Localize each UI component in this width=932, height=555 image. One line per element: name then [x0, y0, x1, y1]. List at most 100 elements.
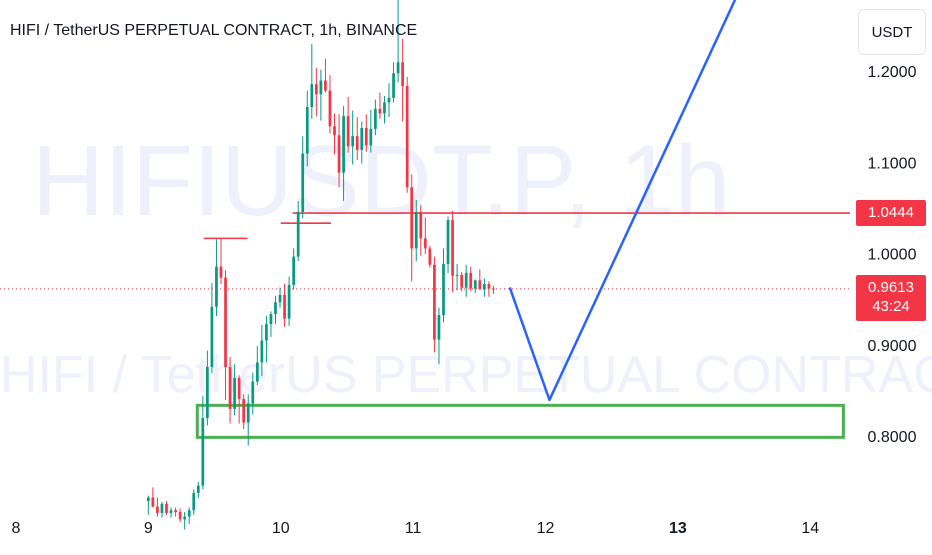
candle-body — [246, 403, 250, 423]
candle-body — [319, 80, 323, 95]
candle-body — [224, 277, 227, 368]
candle-body — [414, 211, 418, 249]
candle-body — [201, 418, 205, 486]
projection-arrow — [508, 0, 737, 402]
candle-body — [392, 73, 395, 98]
candle-body — [228, 367, 232, 409]
candle-body — [437, 315, 441, 340]
candle-body — [255, 362, 259, 382]
candle-body — [178, 512, 182, 520]
candle-body — [296, 211, 300, 257]
candle-body — [274, 302, 277, 315]
candle-body — [410, 187, 414, 249]
candle-body — [169, 510, 173, 513]
demand-zone-rect — [195, 403, 845, 439]
candle-body — [360, 127, 364, 150]
candle-body — [428, 248, 432, 265]
candle-body — [433, 264, 436, 340]
level-price-value: 1.0444 — [868, 204, 914, 222]
time-tick-label: 9 — [144, 520, 153, 537]
candle-body — [251, 381, 255, 404]
candle-body — [446, 220, 450, 264]
candle-body — [192, 492, 196, 511]
price-tick-label: 0.8000 — [868, 429, 917, 446]
horizontal-lines — [0, 212, 850, 290]
candle-body — [151, 497, 155, 507]
level-price-label: 1.0444 — [856, 200, 926, 227]
candle-body — [423, 238, 427, 249]
candle-body — [419, 211, 423, 239]
candle-body — [165, 503, 168, 513]
candle-body — [405, 86, 409, 188]
currency-button[interactable]: USDT — [858, 9, 926, 55]
candle-body — [451, 220, 454, 276]
candle-body — [283, 294, 286, 319]
candle-body — [328, 90, 332, 127]
current-price-label: 0.9613 43:24 — [856, 274, 926, 321]
candles-layer — [146, 0, 495, 530]
candle-body — [292, 256, 296, 285]
countdown-timer: 43:24 — [872, 297, 910, 315]
candle-body — [305, 107, 309, 154]
candle-body — [160, 503, 164, 513]
candle-body — [464, 273, 468, 288]
candle-body — [196, 485, 200, 493]
current-price-value: 0.9613 — [868, 278, 914, 296]
time-tick-label: 13 — [669, 520, 687, 537]
candle-body — [473, 280, 477, 289]
price-tick-label: 1.1000 — [868, 155, 917, 172]
candle-body — [301, 153, 305, 212]
candle-body — [233, 377, 236, 409]
candle-body — [383, 102, 386, 114]
watermark-symbol: HIFIUSDT.P, 1h — [32, 125, 730, 237]
candle-body — [146, 497, 150, 502]
time-tick-label: 14 — [801, 520, 819, 537]
time-tick-label: 10 — [272, 520, 290, 537]
candle-body — [369, 128, 373, 146]
candle-body — [455, 274, 459, 276]
candle-body — [492, 288, 495, 290]
time-tick-label: 11 — [405, 520, 422, 537]
candle-body — [351, 136, 355, 147]
candle-body — [346, 116, 350, 147]
candle-body — [401, 62, 404, 87]
candle-body — [156, 506, 159, 513]
price-tick-label: 1.2000 — [868, 64, 917, 81]
candle-body — [487, 283, 491, 289]
candle-body — [483, 283, 486, 290]
price-axis[interactable]: 1.2000 1.1000 1.0000 0.9000 0.8000 — [868, 64, 917, 446]
candle-body — [278, 294, 282, 303]
time-axis[interactable]: 8 9 10 11 12 13 14 — [11, 520, 819, 537]
candle-body — [342, 116, 345, 173]
candle-body — [355, 136, 359, 150]
candle-body — [469, 273, 473, 289]
candle-body — [237, 377, 241, 399]
candle-body — [337, 135, 341, 173]
candle-body — [206, 367, 209, 419]
candle-body — [260, 340, 264, 363]
candle-body — [187, 510, 191, 517]
time-tick-label: 12 — [537, 520, 555, 537]
candle-body — [183, 516, 187, 520]
projection-path — [508, 0, 737, 402]
candle-body — [210, 306, 214, 368]
candle-body — [219, 266, 223, 278]
candle-body — [378, 108, 382, 114]
time-tick-label: 8 — [11, 520, 20, 537]
watermark-description: HIFI / TetherUS PERPETUAL CONTRACT — [0, 346, 932, 404]
candle-body — [269, 314, 273, 325]
candle-body — [310, 84, 314, 108]
chart-title: HIFI / TetherUS PERPETUAL CONTRACT, 1h, … — [10, 22, 418, 39]
candle-body — [333, 126, 336, 136]
candle-body — [314, 84, 318, 95]
candle-body — [478, 280, 482, 290]
candle-body — [324, 80, 327, 91]
candle-body — [215, 266, 218, 307]
price-tick-label: 0.9000 — [868, 338, 917, 355]
candle-body — [396, 62, 400, 74]
candle-body — [374, 108, 377, 129]
candle-body — [460, 274, 464, 288]
demand-zone — [195, 403, 845, 439]
